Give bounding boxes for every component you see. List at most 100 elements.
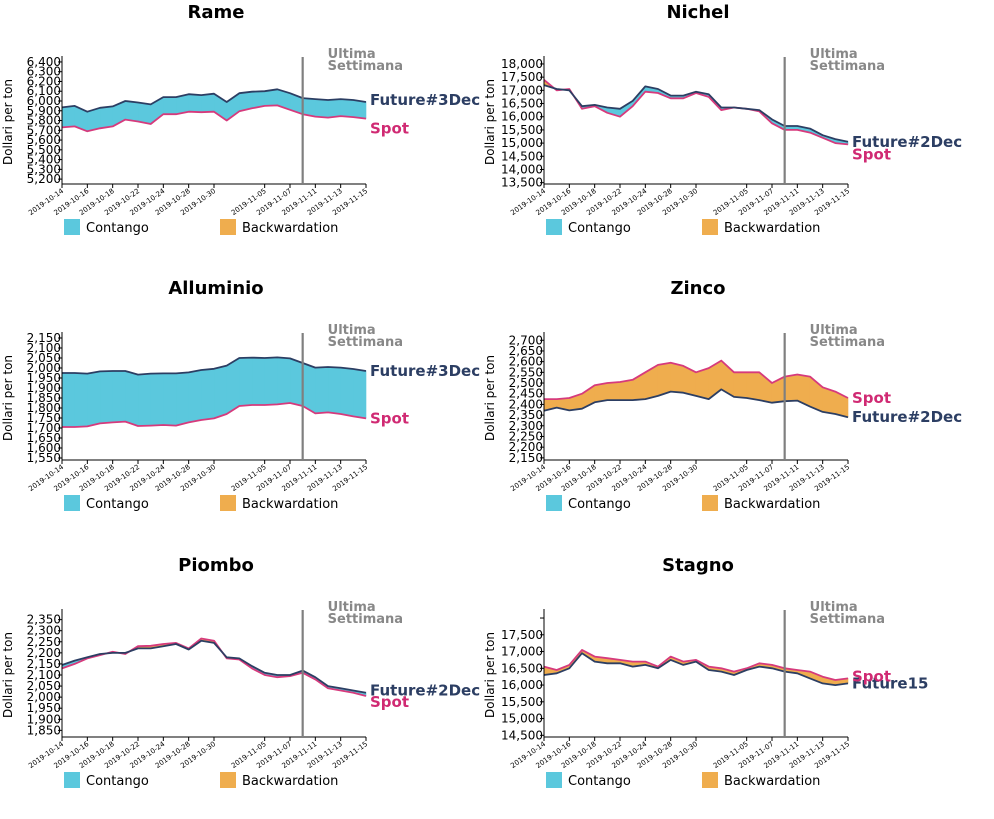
chart-title: Rame (188, 2, 245, 23)
y-tick-label: 15,000 (501, 712, 543, 726)
legend-swatch-contango (546, 219, 562, 235)
contango-area (327, 98, 341, 118)
annotation-line2: Settimana (328, 59, 403, 74)
y-tick-label: 1,750 (27, 411, 61, 425)
contango-area (201, 93, 215, 113)
y-tick-label: 6,400 (27, 55, 61, 69)
y-tick-label: 1,950 (27, 371, 61, 385)
y-tick-label: 2,300 (27, 624, 61, 638)
legend-label-contango: Contango (86, 774, 149, 789)
series-label-future: Future#2Dec (852, 133, 962, 151)
contango-area (251, 357, 265, 406)
contango-area (188, 93, 202, 113)
contango-area (150, 373, 164, 426)
contango-area (137, 373, 151, 427)
y-axis-label: Dollari per ton (1, 79, 15, 165)
legend: Contango Backwardation (546, 495, 820, 512)
spread-areas (61, 637, 367, 697)
series-label-spot: Spot (370, 120, 409, 138)
series-line-future-3dec (61, 88, 367, 113)
y-tick-label: 6,300 (27, 65, 61, 79)
legend: Contango Backwardation (546, 219, 820, 236)
contango-area (99, 106, 113, 129)
spread-areas (543, 79, 849, 145)
contango-area (112, 370, 126, 423)
backwardation-area (695, 367, 709, 400)
y-axis-label: Dollari per ton (1, 355, 15, 441)
chart-svg-zinco: Zinco Dollari per ton 2,1502,2002,2502,300… (483, 278, 962, 512)
series-line-future-2dec (543, 388, 849, 419)
backwardation-area (594, 382, 608, 403)
contango-area (289, 357, 303, 407)
y-tick-label: 2,600 (509, 355, 543, 369)
series-line-spot (62, 402, 367, 428)
annotation-line1: Ultima (810, 323, 858, 338)
y-tick-label: 5,800 (27, 114, 61, 128)
contango-area (87, 371, 101, 427)
legend-swatch-backwardation (702, 495, 718, 511)
legend-label-contango: Contango (568, 497, 631, 512)
contango-area (188, 369, 202, 423)
y-tick-label: 2,050 (27, 679, 61, 693)
contango-area (163, 96, 177, 115)
y-tick-label: 5,500 (27, 143, 61, 157)
legend-label-contango: Contango (86, 221, 149, 236)
legend: Contango Backwardation (64, 772, 338, 789)
chart-svg-piombo: Piombo Dollari per ton 1,8501,9001,9502,00… (1, 555, 480, 789)
series-line-spot (544, 359, 849, 400)
y-tick-label: 2,500 (509, 376, 543, 390)
y-tick-label: 2,250 (509, 429, 543, 443)
y-tick-label: 5,400 (27, 153, 61, 167)
annotation-line1: Ultima (328, 600, 376, 615)
backwardation-area (746, 372, 760, 401)
series-line-spot (543, 649, 849, 681)
y-tick-label: 17,500 (501, 628, 543, 642)
y-tick-label: 5,700 (27, 123, 61, 137)
series-line-future-3dec (62, 356, 367, 376)
legend-swatch-backwardation (220, 772, 236, 788)
y-tick-label: 1,600 (27, 441, 61, 455)
chart-title: Piombo (178, 555, 254, 576)
chart-title: Zinco (670, 278, 725, 299)
y-tick-label: 2,200 (509, 440, 543, 454)
annotation-line1: Ultima (328, 323, 376, 338)
legend-label-backwardation: Backwardation (724, 497, 820, 512)
contango-area (99, 370, 113, 424)
chart-panel-piombo: Piombo Dollari per ton 1,850 1,900 1,950 2,00… (0, 553, 497, 819)
series-label-future: Future#2Dec (370, 682, 480, 700)
chart-panel-stagno: Stagno Dollari per ton 14,500 15,000 15,500 1… (482, 553, 979, 819)
backwardation-area (670, 362, 684, 393)
y-axis-label: Dollari per ton (483, 632, 497, 718)
y-tick-label: 2,150 (509, 451, 543, 465)
backwardation-area (607, 381, 621, 401)
y-tick-label: 2,650 (509, 344, 543, 358)
y-tick-label: 2,350 (509, 408, 543, 422)
y-tick-label: 5,200 (27, 172, 61, 186)
backwardation-area (733, 372, 747, 399)
y-tick-label: 15,500 (501, 695, 543, 709)
y-tick-label: 17,500 (501, 70, 543, 84)
contango-area (125, 100, 139, 122)
y-tick-label: 1,900 (27, 712, 61, 726)
contango-area (327, 366, 341, 415)
y-tick-label: 2,300 (509, 419, 543, 433)
legend-swatch-backwardation (220, 219, 236, 235)
legend-label-contango: Contango (568, 774, 631, 789)
y-tick-label: 1,900 (27, 381, 61, 395)
contango-area (264, 357, 278, 406)
legend-label-contango: Contango (568, 221, 631, 236)
y-tick-label: 1,850 (27, 723, 61, 737)
chart-title: Nichel (666, 2, 729, 23)
y-tick-label: 2,100 (27, 668, 61, 682)
contango-area (353, 99, 367, 119)
contango-area (340, 98, 354, 118)
y-tick-label: 1,650 (27, 431, 61, 445)
legend-label-backwardation: Backwardation (242, 774, 338, 789)
chart-panel-zinco: Zinco Dollari per ton 2,150 2,200 2,250 2,300… (482, 276, 979, 542)
y-tick-label: 15,500 (501, 123, 543, 137)
contango-area (175, 372, 189, 426)
spread-areas (61, 357, 367, 428)
legend-swatch-contango (64, 772, 80, 788)
chart-svg-stagno: Stagno Dollari per ton 14,500 15,000 15,500 1… (483, 555, 928, 789)
